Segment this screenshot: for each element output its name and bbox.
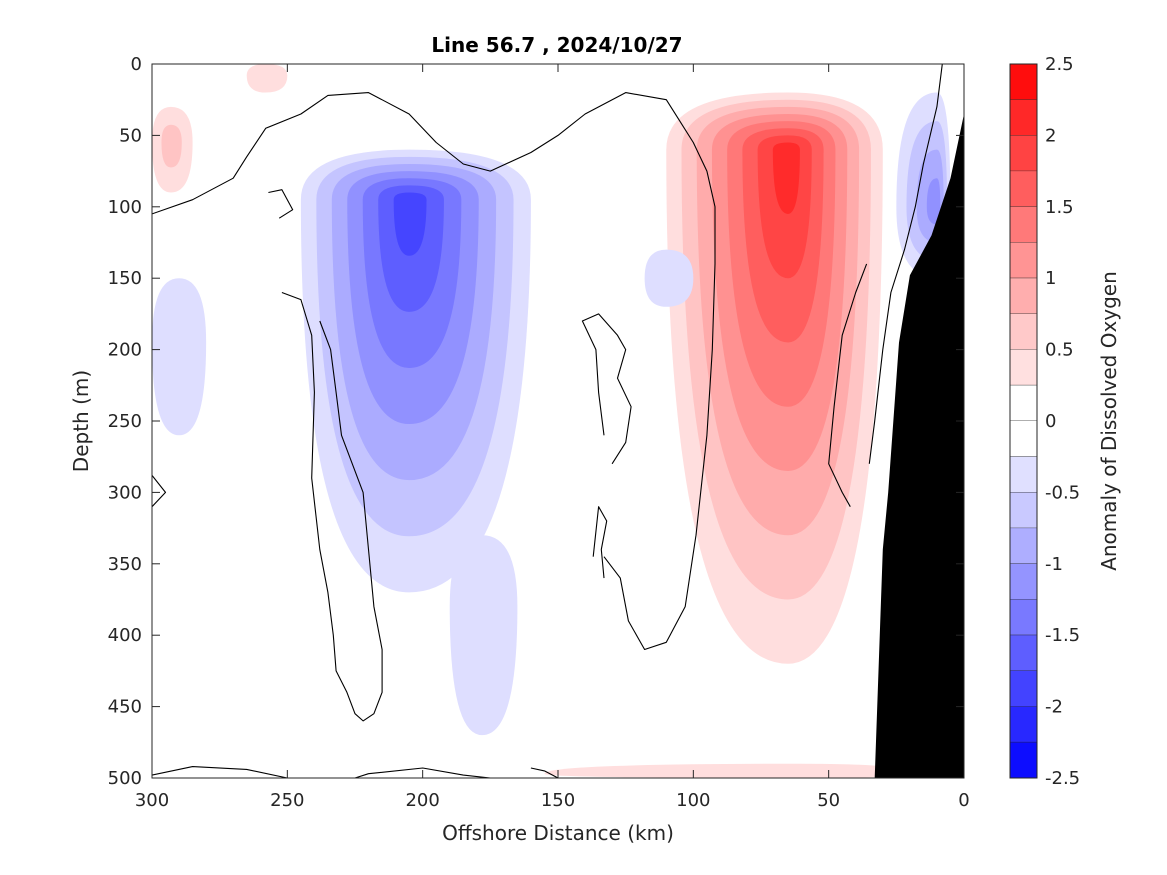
x-tick-label: 0 bbox=[958, 790, 969, 811]
anomaly-positive-small-top bbox=[246, 64, 288, 93]
colorbar-tick-label: 2 bbox=[1045, 125, 1056, 146]
colorbar-segment bbox=[1010, 278, 1037, 314]
zero-contour-line bbox=[152, 92, 716, 651]
bathymetry-mask bbox=[874, 114, 964, 778]
colorbar-tick-label: -1.5 bbox=[1045, 625, 1080, 646]
x-tick-label: 100 bbox=[676, 790, 710, 811]
y-tick-label: 50 bbox=[119, 125, 142, 146]
x-tick-label: 50 bbox=[817, 790, 840, 811]
y-tick-label: 0 bbox=[131, 54, 142, 75]
colorbar-segment bbox=[1010, 528, 1037, 564]
colorbar-tick-label: 0 bbox=[1045, 411, 1056, 432]
colorbar-frame bbox=[1009, 63, 1038, 779]
y-axis-label: Depth (m) bbox=[69, 370, 93, 472]
colorbar-segment bbox=[1010, 456, 1037, 493]
zero-contour-line bbox=[530, 767, 559, 778]
zero-contour-line bbox=[868, 64, 943, 464]
colorbar-tick-label: 0.5 bbox=[1045, 340, 1074, 361]
zero-contour-line bbox=[354, 767, 491, 778]
colorbar-segment bbox=[1010, 349, 1037, 386]
chart-title: Line 56.7 , 2024/10/27 bbox=[431, 33, 682, 57]
colorbar-tick-label: -2 bbox=[1045, 697, 1063, 718]
y-tick-label: 200 bbox=[108, 340, 142, 361]
colorbar-segment bbox=[1010, 421, 1037, 457]
colorbar-segment bbox=[1010, 313, 1037, 350]
x-tick-label: 300 bbox=[135, 790, 169, 811]
anomaly-negative-small-mid bbox=[644, 249, 694, 307]
colorbar-label: Anomaly of Dissolved Oxygen bbox=[1097, 271, 1121, 571]
colorbar-segment bbox=[1010, 563, 1037, 600]
zero-contour-line bbox=[268, 189, 294, 219]
colorbar-segment bbox=[1010, 171, 1037, 207]
colorbar-tick-label: -1 bbox=[1045, 554, 1063, 575]
anomaly-fills bbox=[152, 64, 951, 778]
anomaly-positive-bottom-band bbox=[544, 763, 910, 778]
colorbar-segment bbox=[1010, 599, 1037, 636]
colorbar-segment bbox=[1010, 742, 1037, 778]
colorbar-segment bbox=[1010, 670, 1037, 707]
anomaly-band bbox=[393, 192, 427, 256]
colorbar-tick-label: -2.5 bbox=[1045, 768, 1080, 789]
colorbar-tick-label: -0.5 bbox=[1045, 482, 1080, 503]
x-axis-ticks: 300 250 200 150 100 50 0 bbox=[135, 64, 970, 811]
anomaly-band bbox=[152, 278, 207, 436]
zero-contour-line bbox=[281, 291, 383, 722]
anomaly-band bbox=[772, 142, 800, 214]
x-tick-label: 250 bbox=[270, 790, 304, 811]
colorbar-segment bbox=[1010, 242, 1037, 279]
colorbar-tick-label: 2.5 bbox=[1045, 54, 1074, 75]
y-tick-label: 500 bbox=[108, 768, 142, 789]
zero-contour-line bbox=[152, 474, 167, 508]
colorbar: 2.5 2 1.5 1 0.5 0 -0.5 -1 -1.5 -2 -2.5 bbox=[1009, 54, 1080, 789]
colorbar-segment bbox=[1010, 706, 1037, 743]
colorbar-segment bbox=[1010, 492, 1037, 529]
anomaly-negative-small-west bbox=[152, 278, 207, 436]
colorbar-segment bbox=[1010, 635, 1037, 671]
colorbar-tick-label: 1 bbox=[1045, 268, 1056, 289]
y-tick-label: 100 bbox=[108, 197, 142, 218]
anomaly-positive-core-nearshore bbox=[666, 92, 883, 664]
anomaly-band bbox=[544, 763, 910, 778]
zero-contour-line bbox=[581, 313, 632, 465]
y-tick-label: 250 bbox=[108, 411, 142, 432]
colorbar-segment bbox=[1010, 64, 1037, 100]
y-tick-label: 300 bbox=[108, 482, 142, 503]
y-tick-label: 450 bbox=[108, 697, 142, 718]
plot-area: 300 250 200 150 100 50 0 050100150200250300350… bbox=[108, 54, 970, 811]
x-tick-label: 200 bbox=[405, 790, 439, 811]
anomaly-negative-core-offshore bbox=[300, 149, 531, 593]
anomaly-positive-patch-west bbox=[152, 106, 193, 193]
y-tick-label: 150 bbox=[108, 268, 142, 289]
colorbar-segment bbox=[1010, 385, 1037, 421]
colorbar-tick-label: 1.5 bbox=[1045, 197, 1074, 218]
x-tick-label: 150 bbox=[541, 790, 575, 811]
colorbar-segment bbox=[1010, 206, 1037, 243]
zero-contour-line bbox=[152, 766, 288, 778]
y-axis-ticks: 0 50 100 150 200 250 300 350 400 450 500 bbox=[108, 54, 964, 789]
anomaly-band bbox=[161, 124, 182, 168]
anomaly-band bbox=[644, 249, 694, 307]
colorbar-segment bbox=[1010, 99, 1037, 136]
zero-contours bbox=[152, 64, 943, 778]
anomaly-band bbox=[449, 535, 518, 736]
y-tick-label: 400 bbox=[108, 625, 142, 646]
colorbar-segment bbox=[1010, 135, 1037, 172]
zero-contour-line bbox=[592, 506, 608, 579]
x-axis-label: Offshore Distance (km) bbox=[442, 821, 674, 845]
anomaly-band bbox=[926, 178, 941, 225]
anomaly-negative-tail-deep bbox=[449, 535, 518, 736]
zero-contour-line bbox=[828, 263, 868, 507]
anomaly-band bbox=[246, 64, 288, 93]
y-tick-label: 350 bbox=[108, 554, 142, 575]
